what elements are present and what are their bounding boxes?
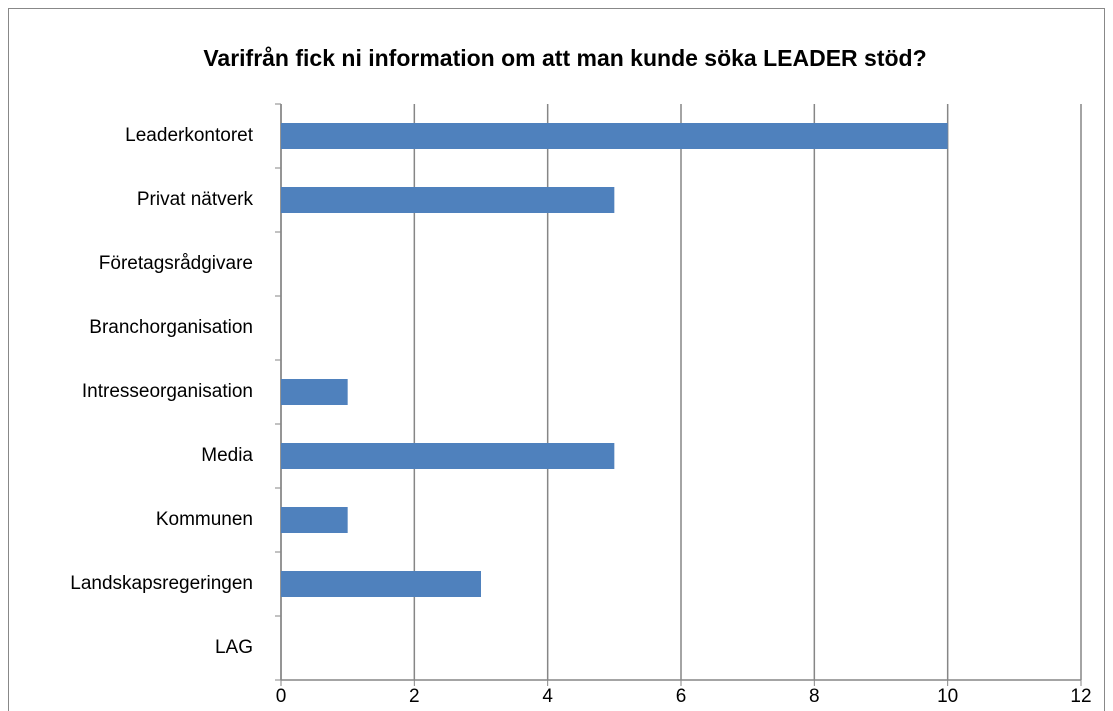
bar [281,507,348,533]
y-tick-label: Branchorganisation [89,317,253,338]
y-tick-label: Företagsrådgivare [99,253,253,274]
y-tick-label: Intresseorganisation [82,381,253,402]
y-tick-label: Landskapsregeringen [70,573,253,594]
y-tick-label: Privat nätverk [137,189,254,210]
chart-frame [8,8,1105,711]
bar [281,379,348,405]
y-tick-label: Kommunen [156,509,253,530]
x-tick-label: 4 [542,686,553,707]
bar [281,123,948,149]
x-tick-label: 10 [937,686,958,707]
x-tick-label: 12 [1070,686,1091,707]
x-tick-label: 0 [276,686,287,707]
bar [281,443,615,469]
y-tick-label: Media [201,445,253,466]
x-tick-label: 8 [809,686,820,707]
bar [281,571,481,597]
x-tick-label: 2 [409,686,420,707]
x-tick-label: 6 [676,686,687,707]
y-tick-label: LAG [215,637,253,658]
y-tick-label: Leaderkontoret [125,125,254,146]
chart-title: Varifrån fick ni information om att man … [203,45,926,71]
bar [281,187,615,213]
